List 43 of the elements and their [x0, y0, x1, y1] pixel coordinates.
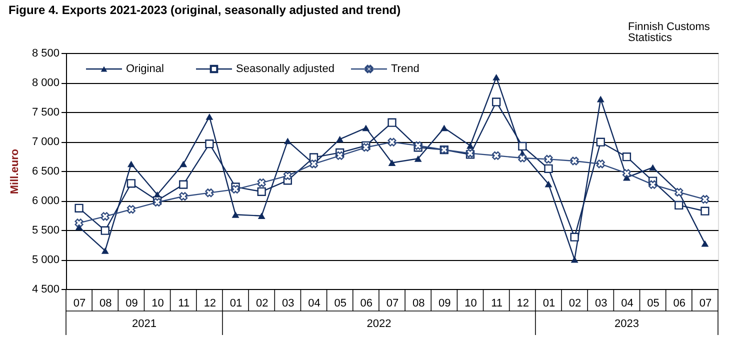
x-tick-label: 08 [99, 298, 112, 310]
legend-label: Trend [391, 63, 420, 75]
x-tick-label: 11 [491, 298, 503, 310]
y-tick-label: 5 000 [32, 254, 60, 266]
x-tick-label: 03 [595, 298, 608, 310]
x-tick-label: 03 [282, 298, 294, 310]
x-tick-label: 09 [126, 298, 138, 310]
y-tick-label: 8 000 [32, 77, 60, 89]
x-tick-label: 12 [204, 298, 216, 310]
chart-title: Figure 4. Exports 2021-2023 (original, seasonally adjusted and trend) [8, 3, 401, 17]
legend-label: Original [126, 63, 164, 75]
x-tick-label: 12 [516, 298, 530, 310]
x-tick-label: 02 [568, 298, 582, 310]
y-axis-title: Mill.euro [8, 148, 21, 194]
text: 2023 [614, 318, 639, 330]
y-tick-label: 7 000 [32, 136, 60, 148]
x-tick-label: 06 [360, 298, 373, 310]
x-tick-label: 02 [256, 298, 268, 310]
legend-label: Seasonally adjusted [236, 63, 334, 75]
x-tick-label: 09 [438, 298, 451, 310]
x-tick-label: 04 [308, 298, 320, 310]
x-tick-label: 05 [647, 298, 660, 310]
y-tick-label: 6 000 [32, 195, 60, 207]
x-tick-label: 04 [621, 298, 634, 310]
x-tick-label: 06 [673, 298, 686, 310]
y-tick-label: 4 500 [32, 284, 60, 296]
y-tick-label: 7 500 [32, 106, 60, 118]
x-tick-label: 01 [542, 298, 556, 310]
x-tick-label: 10 [152, 298, 164, 310]
x-tick-label: 07 [73, 298, 86, 310]
x-tick-label: 11 [178, 298, 190, 310]
x-tick-label: 07 [386, 298, 399, 310]
y-tick-label: 8 500 [32, 48, 60, 60]
y-tick-label: 6 500 [32, 166, 60, 178]
x-tick-label: 01 [230, 298, 242, 310]
y-tick-label: 5 500 [32, 224, 60, 236]
x-tick-label: 10 [464, 298, 477, 310]
x-tick-label: 08 [412, 298, 425, 310]
x-tick-label: 05 [334, 298, 346, 310]
text: 2021 [132, 318, 156, 330]
text: Finnish Customs Statistics [628, 21, 710, 44]
x-tick-label: 07 [699, 298, 712, 310]
text: 2022 [366, 318, 392, 330]
